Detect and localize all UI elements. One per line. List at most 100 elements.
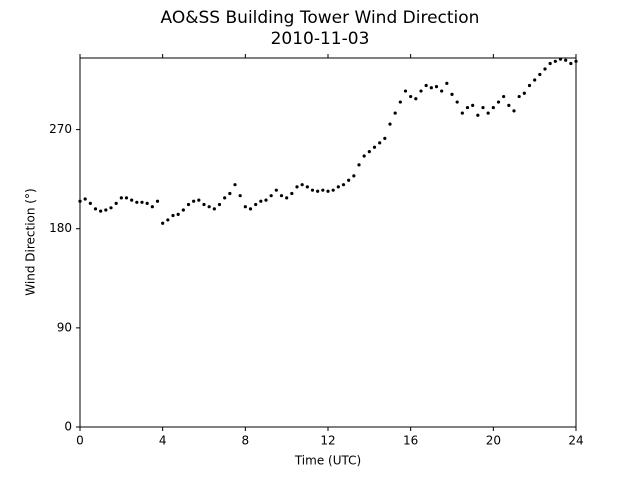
data-point (564, 58, 568, 62)
data-point (88, 201, 92, 205)
data-point (517, 94, 521, 99)
data-point (264, 198, 268, 202)
data-point (378, 141, 382, 145)
data-point (78, 199, 82, 203)
x-axis-label: Time (UTC) (294, 454, 361, 468)
data-point (558, 57, 563, 61)
data-point (295, 185, 299, 189)
data-point (481, 105, 485, 110)
data-point (119, 196, 123, 200)
data-point (124, 196, 129, 200)
data-point (228, 191, 232, 196)
data-point (192, 199, 196, 203)
data-point (476, 113, 480, 117)
data-point (243, 205, 247, 209)
data-point (352, 174, 356, 178)
data-point (109, 206, 113, 210)
data-point (440, 89, 444, 93)
data-point (321, 188, 325, 192)
data-point (331, 188, 335, 192)
data-point (507, 103, 511, 107)
x-tick-label: 20 (486, 434, 501, 448)
data-point (347, 178, 351, 182)
data-point (186, 202, 191, 207)
data-point (414, 97, 418, 101)
data-point (398, 100, 402, 104)
data-point (362, 154, 366, 158)
data-point (130, 198, 134, 202)
data-point (372, 145, 377, 149)
data-point (486, 111, 490, 115)
data-point (538, 72, 542, 77)
chart-title: AO&SS Building Tower Wind Direction (161, 8, 480, 28)
data-point (238, 194, 242, 198)
data-point (202, 202, 206, 207)
data-point (409, 94, 413, 99)
data-point (522, 91, 526, 95)
data-point (166, 218, 170, 222)
data-point (135, 200, 139, 204)
data-point (310, 188, 315, 192)
data-point (171, 213, 175, 218)
data-point (104, 208, 108, 212)
data-point (140, 200, 144, 204)
data-point (548, 61, 552, 66)
x-tick-label: 24 (568, 434, 583, 448)
data-point (502, 94, 506, 99)
data-point (114, 201, 118, 205)
data-point (197, 198, 201, 202)
plot-frame (79, 57, 577, 428)
data-point (512, 109, 516, 113)
data-point (341, 183, 346, 187)
x-tick-label: 8 (242, 434, 250, 448)
x-tick-label: 12 (320, 434, 335, 448)
data-point (290, 191, 294, 196)
data-point (259, 199, 263, 203)
data-point (527, 83, 532, 88)
data-point (93, 207, 98, 211)
x-tick-label: 4 (159, 434, 167, 448)
data-point (83, 197, 87, 201)
y-tick-label: 90 (57, 320, 72, 334)
data-point (207, 205, 211, 209)
data-point (181, 208, 185, 212)
data-point (460, 111, 464, 115)
x-tick-label: 0 (76, 434, 84, 448)
data-point (145, 201, 149, 205)
data-point (336, 185, 340, 189)
data-point (455, 100, 459, 104)
y-tick-label: 270 (49, 122, 72, 136)
data-point (99, 209, 103, 213)
data-point (161, 221, 165, 225)
data-point (553, 59, 557, 63)
chart-subtitle: 2010-11-03 (271, 29, 370, 49)
data-point (383, 136, 387, 141)
y-tick-label: 180 (49, 221, 72, 235)
data-point (285, 196, 289, 200)
data-point (150, 205, 154, 209)
data-point (465, 105, 470, 110)
data-point (316, 189, 320, 193)
data-point (388, 122, 392, 126)
data-point (471, 103, 475, 107)
data-point (429, 86, 433, 90)
x-tick-label: 16 (403, 434, 418, 448)
data-point (217, 202, 222, 207)
data-point (357, 163, 361, 167)
data-point (569, 61, 573, 66)
data-point (269, 194, 273, 198)
data-point (279, 194, 284, 198)
data-point (424, 83, 428, 88)
data-point (434, 85, 439, 89)
data-point (533, 78, 537, 82)
y-axis-label: Wind Direction (°) (24, 188, 38, 295)
data-point (326, 189, 330, 193)
data-point (574, 59, 578, 63)
data-point (419, 89, 423, 93)
data-point (254, 202, 258, 207)
data-point (445, 81, 449, 85)
data-point (393, 111, 397, 115)
data-point (496, 100, 501, 104)
data-point (155, 199, 160, 203)
